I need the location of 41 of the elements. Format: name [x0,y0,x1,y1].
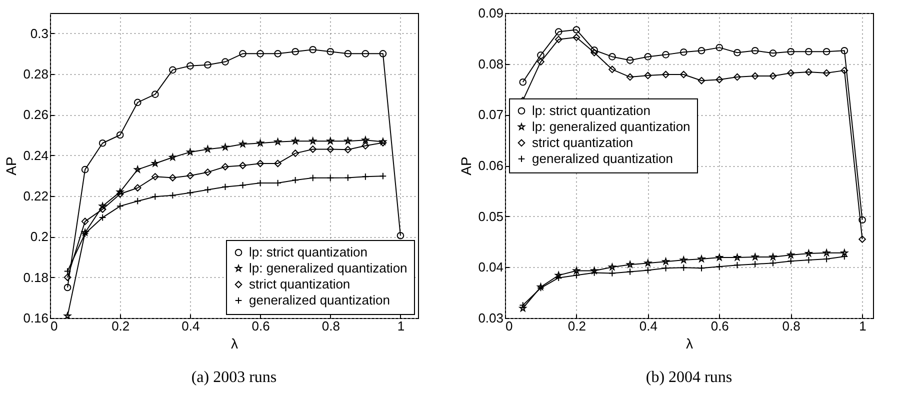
y-tick-label: 0.09 [478,6,504,20]
y-tick-label: 0.04 [478,260,504,275]
x-tick-label: 1 [397,318,405,334]
y-tick-label: 0.26 [23,107,48,122]
legend-label: generalized quantization [249,292,390,308]
x-tick-label: 0.8 [782,318,800,334]
x-tick-label: 0.4 [182,318,200,334]
y-tick-label: 0.3 [30,26,48,41]
text: (b) 2004 runs [646,369,732,386]
y-tick-label: 0.03 [478,310,504,326]
y-axis-title: AP [458,156,474,176]
y-tick-label: 0.28 [23,66,48,82]
y-tick-label: 0.2 [30,229,48,244]
x-tick-label: 0 [506,318,513,334]
x-tick-label: 0.6 [252,318,270,334]
y-tick-label: 0.16 [23,310,48,326]
y-axis-title: AP [3,156,20,176]
x-axis-title: λ [686,336,693,352]
legend-label: lp: strict quantization [532,102,651,118]
x-tick-label: 0.6 [710,318,729,334]
text: (a) 2003 runs [191,369,277,386]
x-tick-label: 0.4 [639,318,658,334]
y-tick-label: 0.18 [23,270,48,285]
y-tick-label: 0.07 [478,107,504,122]
x-tick-label: 0.2 [112,318,130,334]
legend-label: strict quantization [532,134,634,150]
y-tick-label: 0.08 [478,56,504,72]
legend-label: lp: generalized quantization [532,118,690,134]
y-tick-label: 0.06 [478,158,504,173]
legend-label: lp: generalized quantization [249,260,408,276]
legend-label: lp: strict quantization [249,244,368,260]
x-axis-title: λ [231,336,238,352]
y-tick-label: 0.05 [478,208,504,224]
x-tick-label: 0 [50,318,58,334]
y-tick-label: 0.22 [23,188,48,204]
x-tick-label: 1 [859,318,866,334]
legend-label: generalized quantization [532,150,673,166]
legend-label: strict quantization [249,276,350,292]
y-tick-label: 0.24 [23,148,48,163]
x-tick-label: 0.8 [322,318,340,334]
x-tick-label: 0.2 [568,318,586,334]
